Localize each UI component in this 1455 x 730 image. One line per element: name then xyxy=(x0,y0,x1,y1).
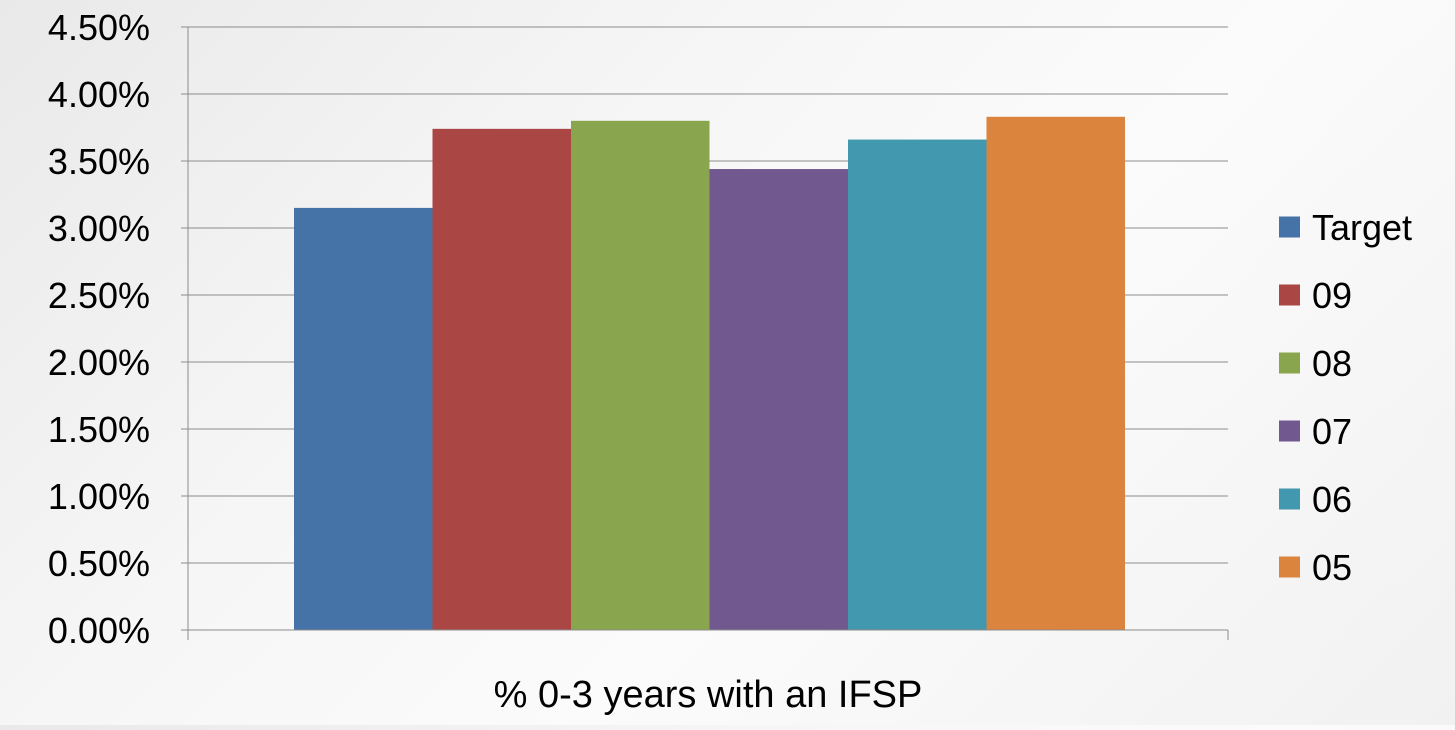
y-tick-label: 1.50% xyxy=(48,409,150,450)
y-axis-ticks: 0.00% 0.50% 1.00% 1.50% 2.00% 2.50% 3.00% 3.50%… xyxy=(48,7,188,651)
y-tick-label: 0.50% xyxy=(48,543,150,584)
y-tick-label: 0.00% xyxy=(48,610,150,651)
bars xyxy=(294,116,1125,631)
bar-05 xyxy=(986,116,1125,630)
legend-swatch-07 xyxy=(1279,420,1300,442)
y-tick-label: 4.00% xyxy=(48,74,150,115)
legend-swatch-target xyxy=(1279,216,1300,238)
y-tick-label: 4.50% xyxy=(48,7,150,48)
x-axis-label: % 0-3 years with an IFSP xyxy=(494,674,923,716)
y-tick-label: 3.00% xyxy=(48,208,150,249)
bar-09 xyxy=(432,128,571,630)
bar-07 xyxy=(709,169,848,631)
legend-label-07: 07 xyxy=(1312,411,1352,452)
bar-06 xyxy=(848,139,987,630)
axes xyxy=(187,27,1229,640)
legend-label-05: 05 xyxy=(1312,547,1352,588)
bar-target xyxy=(294,207,433,630)
y-tick-label: 2.00% xyxy=(48,342,150,383)
legend-swatch-05 xyxy=(1279,556,1300,578)
y-tick-label: 1.00% xyxy=(48,476,150,517)
legend-swatch-08 xyxy=(1279,352,1300,374)
legend-swatch-06 xyxy=(1279,488,1300,510)
y-tick-label: 2.50% xyxy=(48,275,150,316)
y-tick-label: 3.50% xyxy=(48,141,150,182)
legend-swatch-09 xyxy=(1279,284,1300,306)
legend-label-08: 08 xyxy=(1312,343,1352,384)
bar-08 xyxy=(571,120,710,631)
legend-label-06: 06 xyxy=(1312,479,1352,520)
legend-label-target: Target xyxy=(1312,207,1412,248)
legend: Target 09 08 07 06 05 xyxy=(1279,207,1412,588)
legend-label-09: 09 xyxy=(1312,275,1352,316)
